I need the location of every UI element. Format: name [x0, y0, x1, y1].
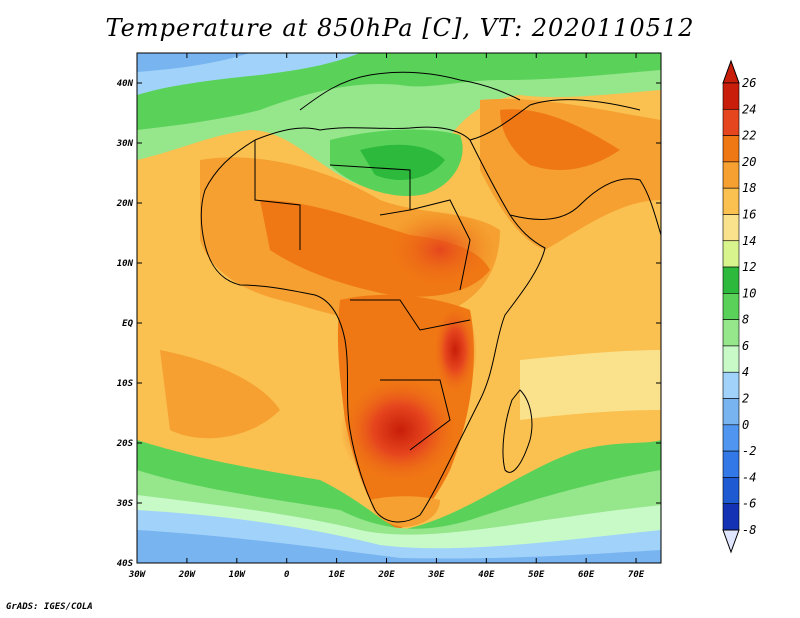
- lat-tick-label: 30S: [116, 499, 134, 509]
- lon-tick-label: 70E: [628, 570, 645, 580]
- lat-tick-label: 20N: [116, 199, 134, 209]
- map-title: Temperature at 850hPa [C], VT: 202011051…: [105, 14, 695, 42]
- lon-tick-label: 20W: [178, 570, 197, 580]
- lon-tick-label: 30E: [427, 570, 445, 580]
- colorbar-swatch: [722, 82, 740, 110]
- colorbar-swatch: [722, 293, 740, 320]
- lon-tick-label: 50E: [528, 570, 545, 580]
- colorbar-level-label: -6: [742, 497, 756, 511]
- colorbar-top-arrow: [722, 59, 740, 84]
- lat-tick-label: 40S: [117, 559, 134, 569]
- colorbar-level-label: 12: [742, 260, 756, 274]
- lat-tick-label: 30N: [116, 139, 134, 149]
- colorbar-level-label: 24: [742, 102, 756, 116]
- lon-tick-label: 10W: [229, 570, 247, 580]
- coastlines: [200, 71, 661, 523]
- colorbar-level-label: -8: [742, 523, 756, 537]
- colorbar-level-label: 6: [742, 339, 749, 353]
- colorbar-level-label: 8: [742, 313, 749, 327]
- lat-tick-label: 10N: [117, 259, 134, 269]
- colorbar-swatch: [722, 345, 740, 373]
- lon-tick-label: 0: [284, 570, 290, 580]
- latitude-axis: 40N 30N 20N 10N EQ 10S 20S 30S 40S: [116, 79, 661, 569]
- colorbar-level-label: 2: [742, 392, 749, 406]
- colorbar-swatch: [722, 424, 740, 452]
- colorbar-level-label: -4: [742, 470, 756, 484]
- lon-tick-label: 40E: [478, 570, 495, 580]
- lon-tick-label: 30W: [128, 570, 147, 580]
- map-frame: [136, 52, 662, 564]
- colorbar-level-label: 18: [742, 181, 756, 195]
- colorbar-level-label: -2: [742, 444, 756, 458]
- colorbar-swatch: [722, 319, 740, 347]
- colorbar-level-label: 26: [742, 76, 756, 90]
- lon-tick-label: 60E: [578, 570, 595, 580]
- colorbar-swatch: [722, 240, 740, 268]
- temperature-field: [137, 53, 661, 563]
- colorbar-swatch: [722, 214, 740, 242]
- colorbar-swatch: [722, 398, 740, 426]
- lat-tick-label: 10S: [117, 379, 134, 389]
- colorbar-level-label: 4: [742, 365, 749, 379]
- colorbar-swatch: [722, 266, 740, 294]
- colorbar-level-label: 22: [742, 129, 756, 143]
- colorbar-swatch: [722, 503, 740, 531]
- longitude-axis: 30W 20W 10W 0 10E 20E 30E 40E 50E 60E 70E: [128, 53, 645, 580]
- colorbar-swatch: [722, 108, 740, 136]
- lon-tick-label: 10E: [328, 570, 345, 580]
- colorbar-swatch: [722, 161, 740, 189]
- colorbar-level-label: 16: [742, 207, 756, 221]
- colorbar-swatch: [722, 187, 740, 215]
- colorbar-swatch: [722, 450, 740, 478]
- colorbar-bottom-arrow: [722, 529, 740, 554]
- colorbar-level-label: 0: [742, 418, 749, 432]
- lat-tick-label: 40N: [117, 79, 134, 89]
- colorbar-swatch: [722, 477, 740, 505]
- colorbar-level-label: 10: [742, 286, 756, 300]
- colorbar-swatch: [722, 135, 740, 163]
- lon-tick-label: 20E: [377, 570, 395, 580]
- colorbar-level-label: 20: [742, 155, 756, 169]
- colorbar-swatch: [722, 371, 740, 399]
- grads-credit: GrADS: IGES/COLA: [6, 602, 93, 612]
- lat-tick-label: EQ: [122, 319, 133, 329]
- colorbar-level-label: 14: [742, 234, 756, 248]
- lat-tick-label: 20S: [116, 439, 134, 449]
